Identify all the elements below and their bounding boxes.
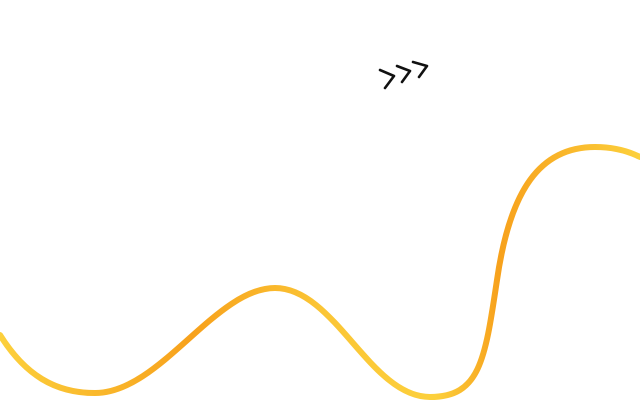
triple-chevron-right-icon: [378, 60, 429, 90]
wave-line: [0, 143, 640, 401]
